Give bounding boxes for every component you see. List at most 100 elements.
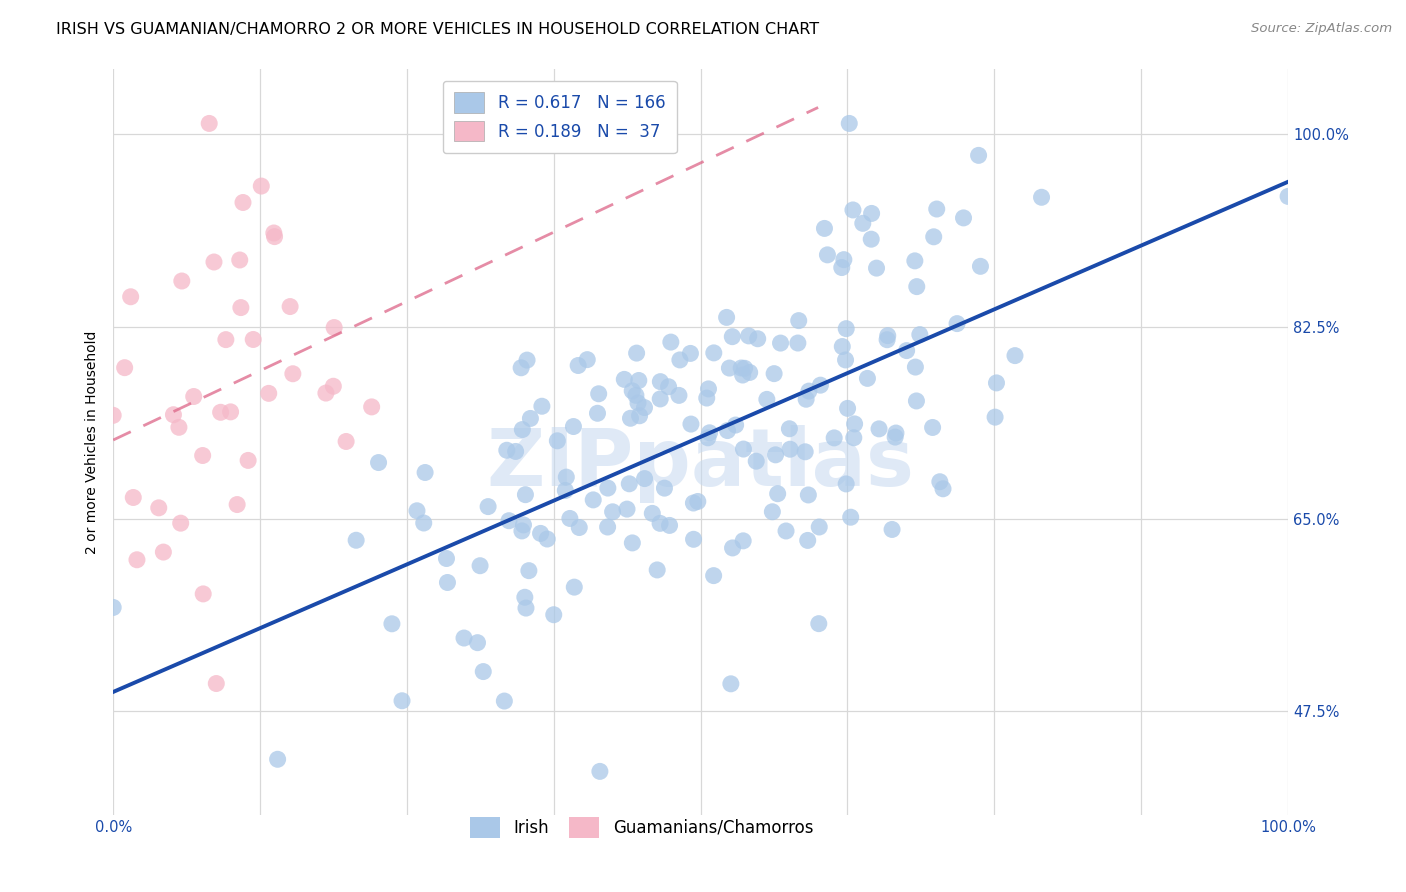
Point xyxy=(908,327,931,342)
Point xyxy=(360,400,382,414)
Point xyxy=(679,417,702,431)
Point xyxy=(659,335,682,350)
Point xyxy=(786,336,808,351)
Point xyxy=(529,526,551,541)
Point xyxy=(257,386,280,401)
Point xyxy=(505,444,527,458)
Point xyxy=(586,406,609,420)
Point xyxy=(170,516,193,531)
Point xyxy=(808,520,831,534)
Point xyxy=(367,456,389,470)
Point xyxy=(543,607,565,622)
Point xyxy=(633,401,655,415)
Point xyxy=(467,635,489,649)
Point xyxy=(546,434,568,448)
Point xyxy=(986,376,1008,390)
Point xyxy=(628,409,651,423)
Point xyxy=(865,261,887,276)
Point xyxy=(834,353,856,368)
Point xyxy=(567,359,589,373)
Point xyxy=(453,631,475,645)
Point xyxy=(928,475,950,489)
Point xyxy=(765,448,787,462)
Point xyxy=(718,361,741,376)
Point xyxy=(562,580,585,594)
Point xyxy=(745,454,768,468)
Point xyxy=(720,677,742,691)
Point xyxy=(921,420,943,434)
Point xyxy=(884,430,907,444)
Point xyxy=(278,300,301,314)
Point xyxy=(852,216,875,230)
Point xyxy=(627,396,650,410)
Point xyxy=(266,752,288,766)
Point xyxy=(839,510,862,524)
Point xyxy=(775,524,797,538)
Point xyxy=(344,533,367,548)
Point xyxy=(721,329,744,343)
Point xyxy=(191,449,214,463)
Point xyxy=(226,498,249,512)
Point xyxy=(315,386,337,401)
Point xyxy=(984,410,1007,425)
Point xyxy=(510,360,533,375)
Point xyxy=(905,393,928,408)
Point xyxy=(946,317,969,331)
Point xyxy=(412,516,434,530)
Point xyxy=(860,232,883,246)
Point xyxy=(148,500,170,515)
Point xyxy=(554,483,576,498)
Point xyxy=(699,425,721,440)
Point xyxy=(576,352,599,367)
Point xyxy=(621,384,644,398)
Point xyxy=(205,676,228,690)
Point xyxy=(232,195,254,210)
Point xyxy=(219,405,242,419)
Point xyxy=(162,408,184,422)
Point xyxy=(263,229,285,244)
Point xyxy=(621,536,644,550)
Point xyxy=(797,384,820,398)
Point xyxy=(807,616,830,631)
Point xyxy=(733,442,755,456)
Point xyxy=(721,541,744,555)
Point xyxy=(613,372,636,386)
Point xyxy=(515,488,537,502)
Point xyxy=(925,202,948,216)
Point xyxy=(120,290,142,304)
Point xyxy=(322,379,344,393)
Point xyxy=(103,409,125,423)
Point xyxy=(682,533,704,547)
Point xyxy=(588,386,610,401)
Point xyxy=(650,392,672,406)
Point xyxy=(229,252,252,267)
Point xyxy=(823,431,845,445)
Point xyxy=(696,391,718,405)
Point xyxy=(831,339,853,353)
Point xyxy=(747,332,769,346)
Point xyxy=(167,420,190,434)
Point xyxy=(738,366,761,380)
Point xyxy=(755,392,778,407)
Point xyxy=(761,505,783,519)
Point xyxy=(512,517,534,532)
Point xyxy=(716,310,738,325)
Point xyxy=(778,422,800,436)
Point xyxy=(436,575,458,590)
Point xyxy=(1031,190,1053,204)
Point xyxy=(152,545,174,559)
Point xyxy=(335,434,357,449)
Point xyxy=(477,500,499,514)
Point xyxy=(468,558,491,573)
Point xyxy=(682,496,704,510)
Point xyxy=(562,419,585,434)
Point xyxy=(125,553,148,567)
Point xyxy=(498,514,520,528)
Point xyxy=(876,333,898,347)
Point xyxy=(619,476,641,491)
Point xyxy=(1277,189,1299,203)
Point xyxy=(517,564,540,578)
Point xyxy=(769,336,792,351)
Point xyxy=(904,253,927,268)
Point xyxy=(281,367,304,381)
